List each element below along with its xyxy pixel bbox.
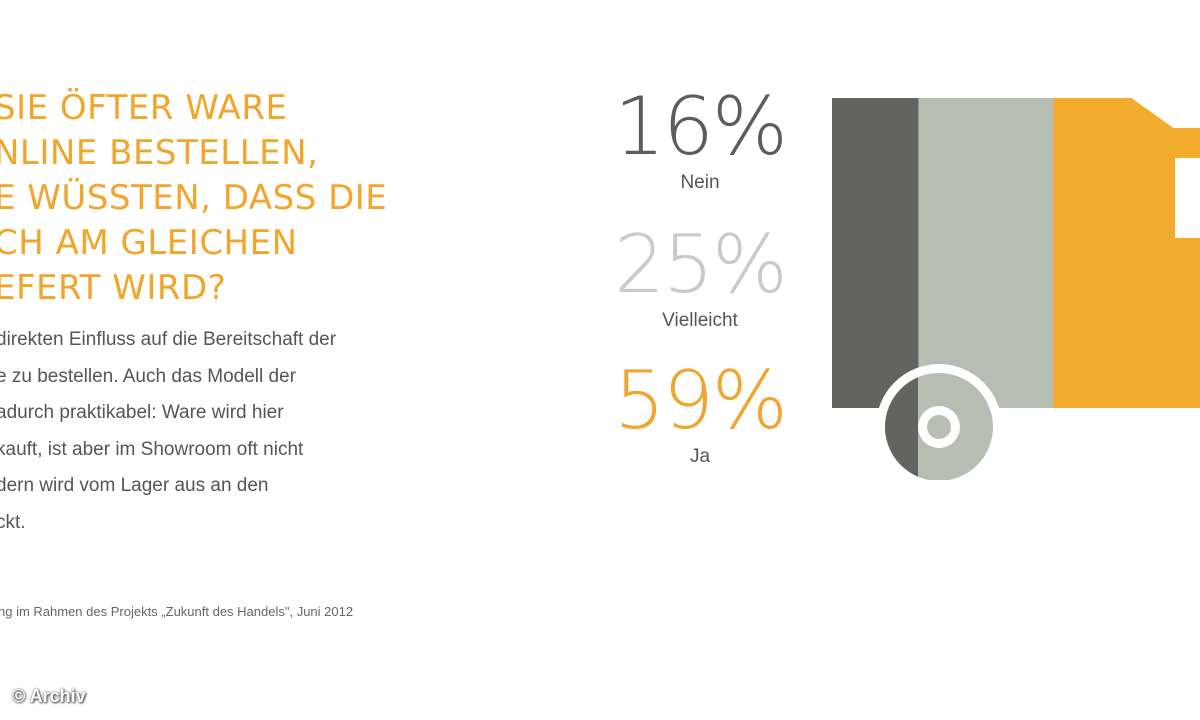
headline-line: SIE ÖFTER WARE — [0, 88, 288, 128]
stat-ja: 59% Ja — [600, 358, 800, 470]
body-line: direkten Einfluss auf die Bereitschaft d… — [0, 329, 337, 350]
headline-line: EFERT WIRD? — [0, 268, 227, 308]
truck-chart — [832, 98, 1200, 480]
truck-segment-ja — [1053, 98, 1200, 408]
stat-value: 25% — [614, 218, 788, 311]
stat-value: 59% — [614, 354, 788, 447]
truck-window — [1175, 158, 1200, 238]
source-note: ng im Rahmen des Projekts „Zukunft des H… — [0, 604, 354, 619]
headline-line: CH AM GLEICHEN — [0, 223, 298, 263]
body-line: e zu bestellen. Auch das Modell der — [0, 365, 296, 387]
headline-line: E WÜSSTEN, DASS DIE — [0, 178, 388, 218]
stat-value: 16% — [614, 80, 788, 173]
stat-label: Vielleicht — [662, 310, 738, 331]
stat-label: Nein — [680, 172, 720, 193]
body-line: dern wird vom Lager aus an den — [0, 475, 269, 496]
body-text: direkten Einfluss auf die Bereitschaft d… — [0, 322, 436, 541]
truck-segment-vielleicht — [918, 98, 1054, 408]
body-line: kauft, ist aber im Showroom oft nicht — [0, 438, 304, 460]
stat-nein: 16% Nein — [600, 84, 800, 196]
image-credit: © Archiv — [12, 686, 86, 706]
headline: SIE ÖFTER WARE NLINE BESTELLEN, E WÜSSTE… — [0, 86, 434, 311]
headline-line: NLINE BESTELLEN, — [0, 133, 319, 173]
stat-vielleicht: 25% Vielleicht — [600, 222, 800, 334]
body-line: adurch praktikabel: Ware wird hier — [0, 402, 284, 423]
truck-segments — [832, 98, 1200, 408]
truck-wheel-icon — [876, 364, 1002, 480]
stat-label: Ja — [689, 446, 711, 467]
truck-segment-nein — [832, 98, 919, 408]
body-line: ckt. — [0, 511, 26, 533]
